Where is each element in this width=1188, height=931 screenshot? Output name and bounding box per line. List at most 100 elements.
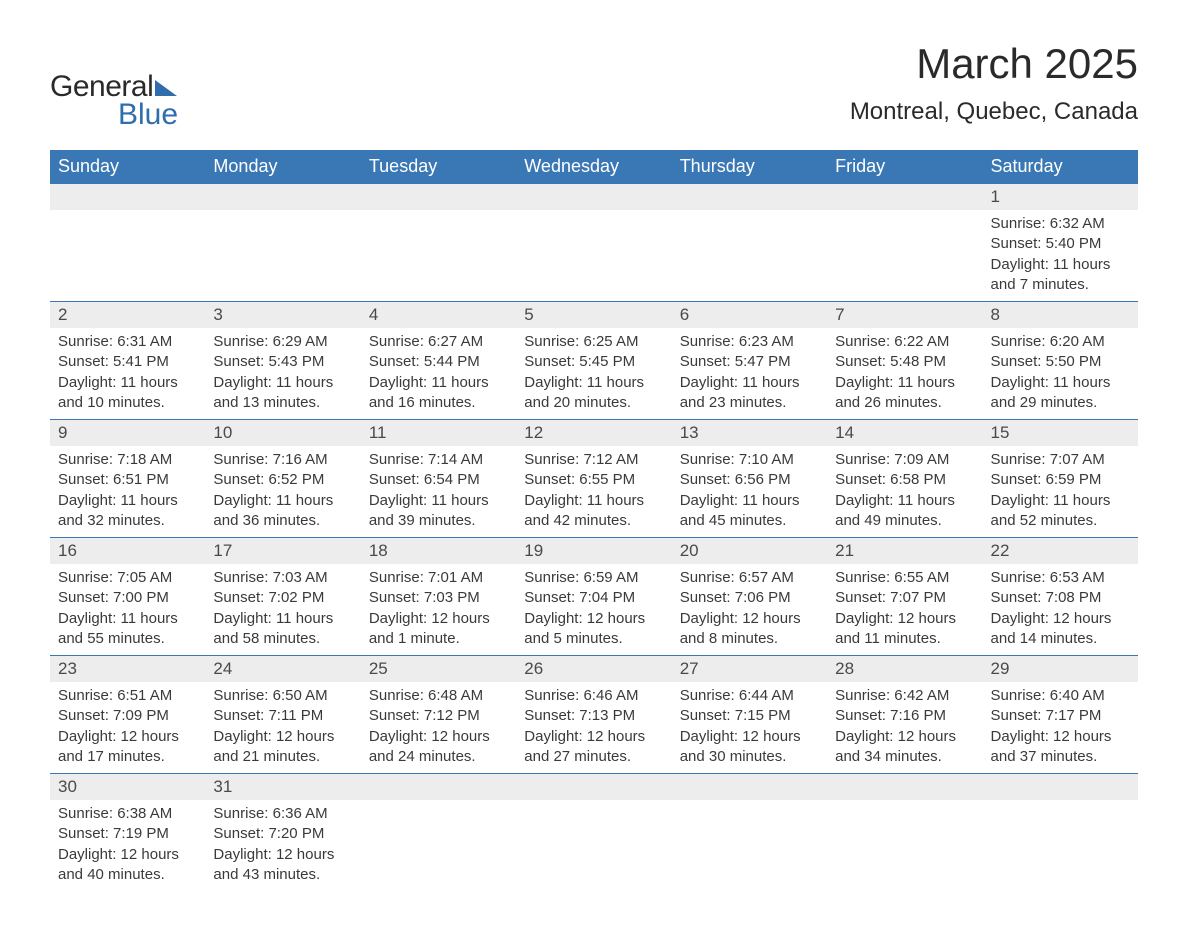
day-info-line: Sunrise: 6:40 AM <box>991 686 1130 706</box>
day-number <box>672 184 827 210</box>
day-info-line: Sunset: 7:17 PM <box>991 706 1130 726</box>
day-number: 21 <box>827 538 982 564</box>
day-info-line: Sunrise: 6:27 AM <box>369 332 508 352</box>
day-info-line: and 43 minutes. <box>213 865 352 885</box>
day-info: Sunrise: 7:12 AMSunset: 6:55 PMDaylight:… <box>516 446 671 537</box>
title-month: March 2025 <box>850 40 1138 88</box>
day-info: Sunrise: 6:38 AMSunset: 7:19 PMDaylight:… <box>50 800 205 891</box>
day-info-line: Daylight: 12 hours <box>58 845 197 865</box>
calendar-week-row: 2Sunrise: 6:31 AMSunset: 5:41 PMDaylight… <box>50 302 1138 420</box>
day-info: Sunrise: 7:09 AMSunset: 6:58 PMDaylight:… <box>827 446 982 537</box>
day-info-line: Sunrise: 6:59 AM <box>524 568 663 588</box>
day-info: Sunrise: 6:20 AMSunset: 5:50 PMDaylight:… <box>983 328 1138 419</box>
day-number: 2 <box>50 302 205 328</box>
calendar-day-cell: 1Sunrise: 6:32 AMSunset: 5:40 PMDaylight… <box>983 184 1138 302</box>
day-info <box>361 210 516 270</box>
day-info-line: and 39 minutes. <box>369 511 508 531</box>
day-info-line: Sunset: 5:43 PM <box>213 352 352 372</box>
day-info-line: Sunrise: 7:14 AM <box>369 450 508 470</box>
calendar-week-row: 16Sunrise: 7:05 AMSunset: 7:00 PMDayligh… <box>50 538 1138 656</box>
day-info: Sunrise: 6:59 AMSunset: 7:04 PMDaylight:… <box>516 564 671 655</box>
day-info-line: Sunrise: 6:48 AM <box>369 686 508 706</box>
day-info <box>516 210 671 270</box>
calendar-day-cell <box>50 184 205 302</box>
day-info-line: Sunset: 5:50 PM <box>991 352 1130 372</box>
day-info-line: Daylight: 12 hours <box>524 727 663 747</box>
day-info-line: Sunset: 7:06 PM <box>680 588 819 608</box>
calendar-day-cell: 30Sunrise: 6:38 AMSunset: 7:19 PMDayligh… <box>50 774 205 892</box>
day-info-line: Sunset: 6:56 PM <box>680 470 819 490</box>
day-info-line: and 52 minutes. <box>991 511 1130 531</box>
calendar-day-cell <box>672 184 827 302</box>
day-info-line: Daylight: 12 hours <box>991 609 1130 629</box>
day-info-line: and 40 minutes. <box>58 865 197 885</box>
day-number: 28 <box>827 656 982 682</box>
day-info-line: and 30 minutes. <box>680 747 819 767</box>
day-number: 29 <box>983 656 1138 682</box>
day-number: 16 <box>50 538 205 564</box>
day-info-line: Daylight: 12 hours <box>835 609 974 629</box>
day-info-line: Sunrise: 7:07 AM <box>991 450 1130 470</box>
weekday-header: Thursday <box>672 150 827 184</box>
day-info-line: Sunset: 5:40 PM <box>991 234 1130 254</box>
calendar-day-cell <box>672 774 827 892</box>
day-number <box>361 774 516 800</box>
day-info-line: Sunset: 5:47 PM <box>680 352 819 372</box>
day-info-line: Daylight: 12 hours <box>680 727 819 747</box>
day-info-line: Daylight: 12 hours <box>835 727 974 747</box>
calendar-day-cell: 7Sunrise: 6:22 AMSunset: 5:48 PMDaylight… <box>827 302 982 420</box>
day-info-line: Daylight: 11 hours <box>524 373 663 393</box>
day-info: Sunrise: 6:50 AMSunset: 7:11 PMDaylight:… <box>205 682 360 773</box>
day-info: Sunrise: 7:18 AMSunset: 6:51 PMDaylight:… <box>50 446 205 537</box>
day-info-line: and 5 minutes. <box>524 629 663 649</box>
day-info: Sunrise: 7:07 AMSunset: 6:59 PMDaylight:… <box>983 446 1138 537</box>
day-number <box>516 774 671 800</box>
calendar-day-cell <box>205 184 360 302</box>
calendar-day-cell: 20Sunrise: 6:57 AMSunset: 7:06 PMDayligh… <box>672 538 827 656</box>
calendar-day-cell: 8Sunrise: 6:20 AMSunset: 5:50 PMDaylight… <box>983 302 1138 420</box>
day-info-line: and 27 minutes. <box>524 747 663 767</box>
day-info: Sunrise: 6:29 AMSunset: 5:43 PMDaylight:… <box>205 328 360 419</box>
day-info-line: Sunrise: 7:01 AM <box>369 568 508 588</box>
calendar-day-cell <box>516 774 671 892</box>
day-number: 27 <box>672 656 827 682</box>
title-block: March 2025 Montreal, Quebec, Canada <box>850 40 1138 126</box>
day-number: 14 <box>827 420 982 446</box>
day-info-line: and 10 minutes. <box>58 393 197 413</box>
calendar-day-cell: 12Sunrise: 7:12 AMSunset: 6:55 PMDayligh… <box>516 420 671 538</box>
day-info-line: and 37 minutes. <box>991 747 1130 767</box>
day-info-line: Sunset: 7:19 PM <box>58 824 197 844</box>
calendar-table: SundayMondayTuesdayWednesdayThursdayFrid… <box>50 150 1138 891</box>
logo: General Blue <box>50 40 178 132</box>
day-info: Sunrise: 6:48 AMSunset: 7:12 PMDaylight:… <box>361 682 516 773</box>
day-info-line: Sunset: 7:20 PM <box>213 824 352 844</box>
day-number: 6 <box>672 302 827 328</box>
calendar-day-cell: 19Sunrise: 6:59 AMSunset: 7:04 PMDayligh… <box>516 538 671 656</box>
day-info-line: Sunrise: 6:20 AM <box>991 332 1130 352</box>
day-info-line: and 1 minute. <box>369 629 508 649</box>
day-info-line: Sunrise: 6:57 AM <box>680 568 819 588</box>
day-number: 5 <box>516 302 671 328</box>
day-number <box>205 184 360 210</box>
day-info-line: Daylight: 11 hours <box>213 491 352 511</box>
calendar-day-cell: 24Sunrise: 6:50 AMSunset: 7:11 PMDayligh… <box>205 656 360 774</box>
day-info-line: Daylight: 12 hours <box>369 609 508 629</box>
calendar-header-row: SundayMondayTuesdayWednesdayThursdayFrid… <box>50 150 1138 184</box>
day-info-line: and 21 minutes. <box>213 747 352 767</box>
calendar-day-cell: 31Sunrise: 6:36 AMSunset: 7:20 PMDayligh… <box>205 774 360 892</box>
day-info: Sunrise: 6:32 AMSunset: 5:40 PMDaylight:… <box>983 210 1138 301</box>
day-info-line: Sunrise: 6:46 AM <box>524 686 663 706</box>
day-info-line: and 29 minutes. <box>991 393 1130 413</box>
day-info-line: Daylight: 11 hours <box>991 491 1130 511</box>
calendar-week-row: 9Sunrise: 7:18 AMSunset: 6:51 PMDaylight… <box>50 420 1138 538</box>
day-info: Sunrise: 6:25 AMSunset: 5:45 PMDaylight:… <box>516 328 671 419</box>
day-info-line: Daylight: 11 hours <box>835 373 974 393</box>
day-number <box>50 184 205 210</box>
day-info-line: Sunrise: 6:29 AM <box>213 332 352 352</box>
calendar-day-cell <box>827 184 982 302</box>
day-info-line: Daylight: 11 hours <box>991 373 1130 393</box>
day-info: Sunrise: 6:42 AMSunset: 7:16 PMDaylight:… <box>827 682 982 773</box>
day-info-line: Sunset: 7:09 PM <box>58 706 197 726</box>
day-info-line: Sunrise: 6:51 AM <box>58 686 197 706</box>
day-number: 23 <box>50 656 205 682</box>
